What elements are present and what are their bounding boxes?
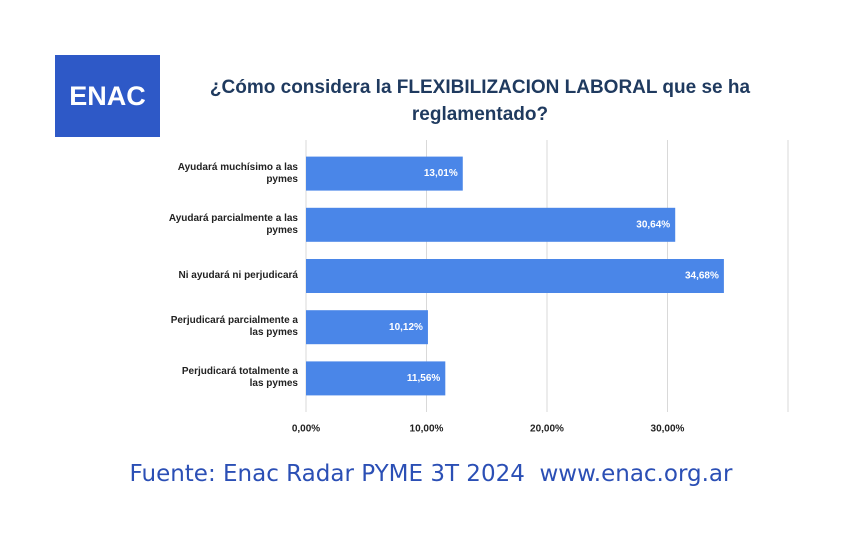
chart-title: ¿Cómo considera la FLEXIBILIZACION LABOR…	[209, 77, 751, 125]
data-label: 30,64%	[636, 219, 670, 230]
x-tick-label: 30,00%	[651, 424, 685, 435]
y-tick-label: Ni ayudará ni perjudicará	[178, 270, 299, 281]
source: Fuente: Enac Radar PYME 3T 2024 www.enac…	[129, 461, 733, 487]
y-tick-label: Ayudará muchísimo a las pymes	[177, 161, 298, 185]
bar	[306, 156, 463, 191]
bar	[306, 361, 446, 396]
y-tick-label: Ayudará parcialmente a las pymes	[168, 212, 298, 236]
x-tick-label: 0,00%	[292, 424, 320, 435]
y-tick-label: Perjudicará parcialmente a las pymes	[170, 315, 298, 339]
bar	[306, 259, 724, 293]
x-tick-label: 10,00%	[410, 424, 444, 435]
data-label: 13,01%	[424, 168, 458, 179]
bar	[306, 310, 428, 345]
x-tick-label: 20,00%	[530, 424, 564, 435]
logo: ENAC	[55, 55, 160, 137]
data-label: 34,68%	[685, 271, 719, 282]
bar	[306, 207, 676, 242]
data-label: 11,56%	[407, 373, 440, 384]
y-tick-label: Perjudicará totalmente a las pymes	[181, 366, 298, 390]
data-label: 10,12%	[389, 322, 423, 333]
